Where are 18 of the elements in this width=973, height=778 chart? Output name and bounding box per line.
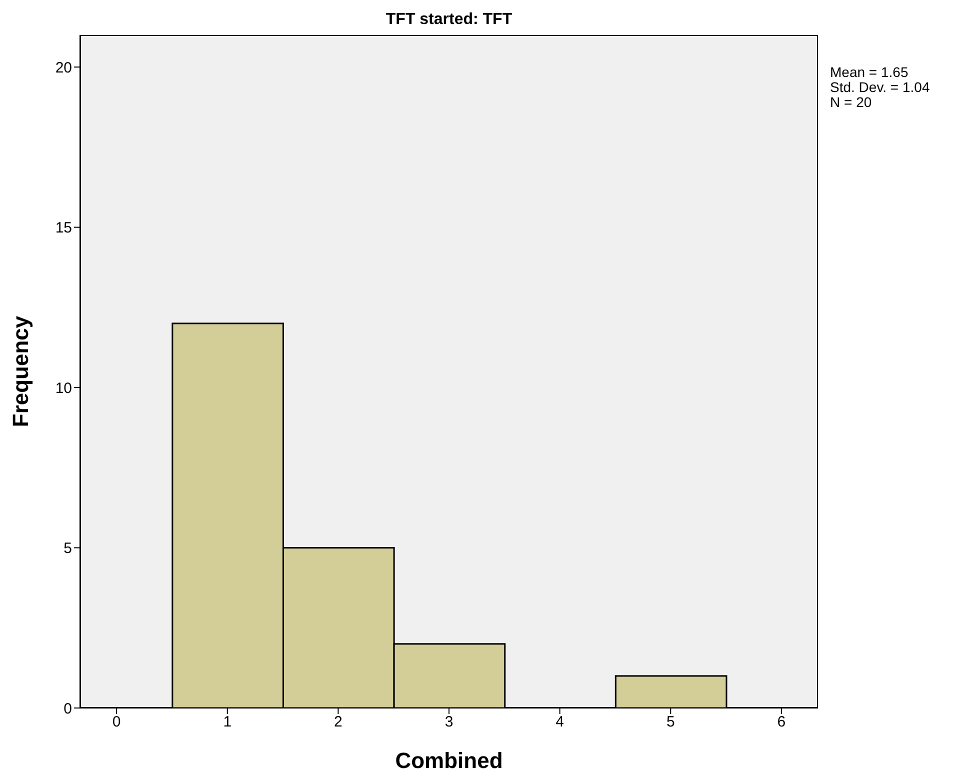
y-tick-label: 5: [64, 540, 72, 558]
y-tick-label: 10: [55, 380, 72, 397]
y-tick-label: 0: [64, 700, 72, 718]
x-tick-label: 0: [112, 714, 121, 731]
x-tick-label: 5: [666, 714, 675, 731]
x-tick-label: 1: [223, 714, 232, 731]
chart-title: TFT started: TFT: [384, 11, 514, 29]
text: N = 20: [830, 94, 873, 110]
y-tick-label: 15: [55, 220, 72, 237]
x-tick-label: 4: [556, 714, 564, 731]
text: Std. Dev. = 1.04: [830, 79, 930, 95]
y-tick-label: 20: [55, 59, 72, 76]
text: Mean = 1.65: [830, 64, 910, 80]
x-tick-label: 3: [444, 714, 454, 731]
y-axis-title: Frequency: [8, 315, 33, 428]
x-axis-title: Combined: [395, 748, 503, 773]
x-tick-label: 6: [777, 714, 786, 731]
x-tick-label: 2: [334, 714, 342, 731]
